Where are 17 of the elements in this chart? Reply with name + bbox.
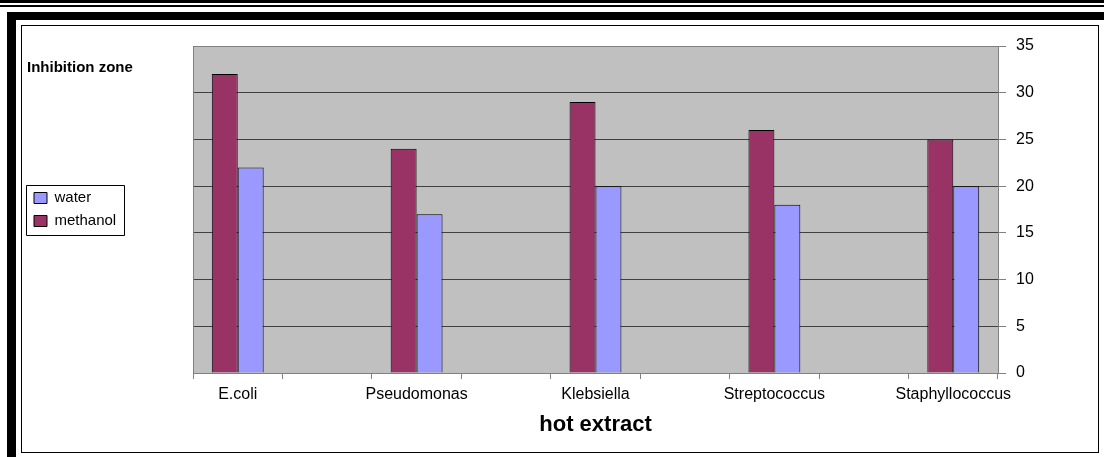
y-tick-label: 35 — [1016, 36, 1034, 54]
legend-label: water — [53, 188, 92, 206]
x-axis-title: hot extract — [539, 410, 653, 436]
y-axis-title: Inhibition zone — [27, 58, 133, 76]
x-tick-label: Streptococcus — [723, 385, 826, 403]
y-tick-label: 20 — [1016, 176, 1034, 194]
x-tick-label: Staphyllococcus — [895, 385, 1012, 403]
y-tick-label: 10 — [1016, 269, 1034, 287]
legend-label: methanol — [54, 211, 117, 229]
x-tick-label: E.coli — [218, 385, 258, 403]
y-tick-label: 15 — [1016, 223, 1034, 241]
x-tick-label: Klebsiella — [561, 385, 630, 403]
x-tick-label: Pseudomonas — [365, 385, 468, 403]
y-tick-label: 0 — [1016, 363, 1025, 381]
y-tick-label: 30 — [1016, 83, 1034, 101]
y-tick-label: 5 — [1016, 316, 1025, 334]
y-tick-label: 25 — [1016, 129, 1034, 147]
